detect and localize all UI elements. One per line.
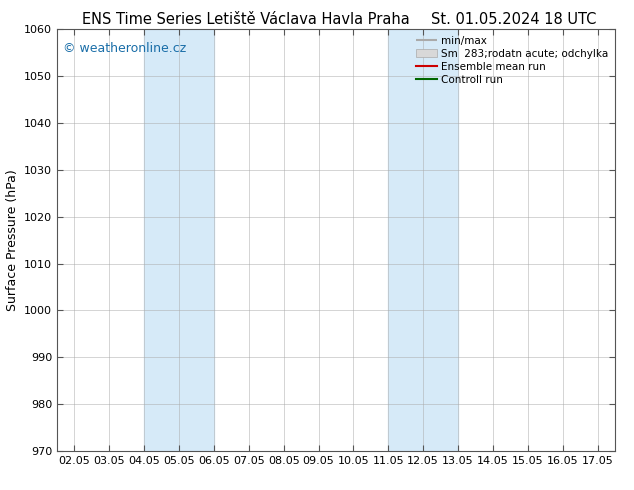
Text: St. 01.05.2024 18 UTC: St. 01.05.2024 18 UTC [431,12,597,27]
Y-axis label: Surface Pressure (hPa): Surface Pressure (hPa) [6,169,18,311]
Bar [145,29,214,451]
Legend: min/max, Sm  283;rodatn acute; odchylka, Ensemble mean run, Controll run: min/max, Sm 283;rodatn acute; odchylka, … [412,31,613,89]
Text: © weatheronline.cz: © weatheronline.cz [63,42,186,55]
Text: ENS Time Series Letiště Václava Havla Praha: ENS Time Series Letiště Václava Havla Pr… [82,12,410,27]
Bar [388,29,458,451]
